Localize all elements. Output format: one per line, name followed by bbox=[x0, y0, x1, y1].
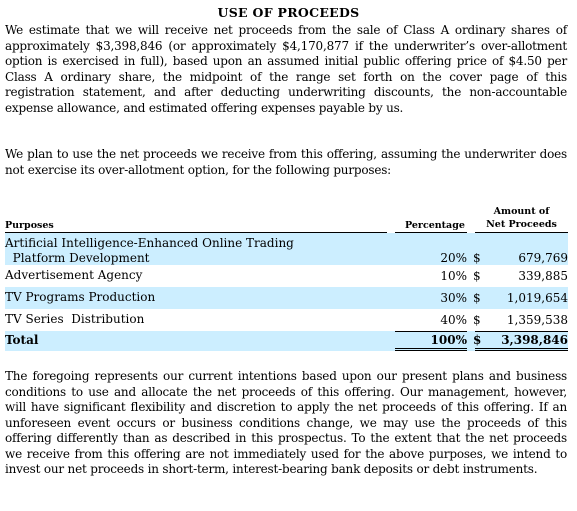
row-purpose: TV Programs Production bbox=[5, 290, 156, 304]
total-rule-amount bbox=[475, 331, 568, 332]
row-currency: $ bbox=[473, 291, 481, 305]
header-amount-line1: Amount of bbox=[493, 206, 550, 217]
table-header: Purposes Percentage Amount of Net Procee… bbox=[5, 206, 568, 233]
row-purpose-line1: Artificial Intelligence-Enhanced Online … bbox=[5, 236, 294, 250]
total-percentage: 100% bbox=[430, 333, 467, 347]
row-amount: 1,359,538 bbox=[506, 313, 568, 327]
row-purpose: Artificial Intelligence-Enhanced Online … bbox=[5, 236, 385, 266]
intro-paragraph: We estimate that we will receive net pro… bbox=[5, 23, 567, 115]
section-title: USE OF PROCEEDS bbox=[217, 5, 360, 20]
total-rule-percentage bbox=[395, 331, 467, 332]
row-percentage: 40% bbox=[440, 313, 467, 327]
row-percentage: 20% bbox=[440, 251, 467, 265]
closing-paragraph: The foregoing represents our current int… bbox=[5, 369, 567, 476]
row-currency: $ bbox=[473, 251, 481, 265]
total-double-rule-amount bbox=[475, 348, 568, 351]
row-amount: 1,019,654 bbox=[506, 291, 568, 305]
header-underline-amount bbox=[475, 232, 568, 233]
row-amount: 339,885 bbox=[518, 269, 568, 283]
row-purpose: Advertisement Agency bbox=[5, 268, 143, 282]
header-percentage: Percentage bbox=[405, 220, 465, 231]
row-currency: $ bbox=[473, 313, 481, 327]
table-row: Advertisement Agency 10% $ 339,885 bbox=[5, 265, 568, 287]
table-row: Artificial Intelligence-Enhanced Online … bbox=[5, 233, 568, 265]
row-currency: $ bbox=[473, 269, 481, 283]
row-percentage: 30% bbox=[440, 291, 467, 305]
row-purpose: TV Series Distribution bbox=[5, 312, 145, 326]
table-row: TV Series Distribution 40% $ 1,359,538 bbox=[5, 309, 568, 331]
header-purposes: Purposes bbox=[5, 220, 54, 231]
header-underline-percentage bbox=[395, 232, 467, 233]
total-amount: 3,398,846 bbox=[501, 333, 568, 347]
header-amount: Amount of Net Proceeds bbox=[475, 205, 568, 231]
plan-paragraph: We plan to use the net proceeds we recei… bbox=[5, 147, 567, 177]
total-label: Total bbox=[5, 333, 39, 347]
row-percentage: 10% bbox=[440, 269, 467, 283]
total-double-rule-percentage bbox=[395, 348, 467, 351]
total-currency: $ bbox=[473, 333, 482, 347]
table-row: TV Programs Production 30% $ 1,019,654 bbox=[5, 287, 568, 309]
table-total-row: Total 100% $ 3,398,846 bbox=[5, 331, 568, 351]
row-purpose-line2: Platform Development bbox=[5, 251, 150, 265]
header-underline-purposes bbox=[5, 232, 387, 233]
header-amount-line2: Net Proceeds bbox=[486, 219, 557, 230]
use-of-proceeds-table: Purposes Percentage Amount of Net Procee… bbox=[5, 206, 568, 351]
row-amount: 679,769 bbox=[518, 251, 568, 265]
